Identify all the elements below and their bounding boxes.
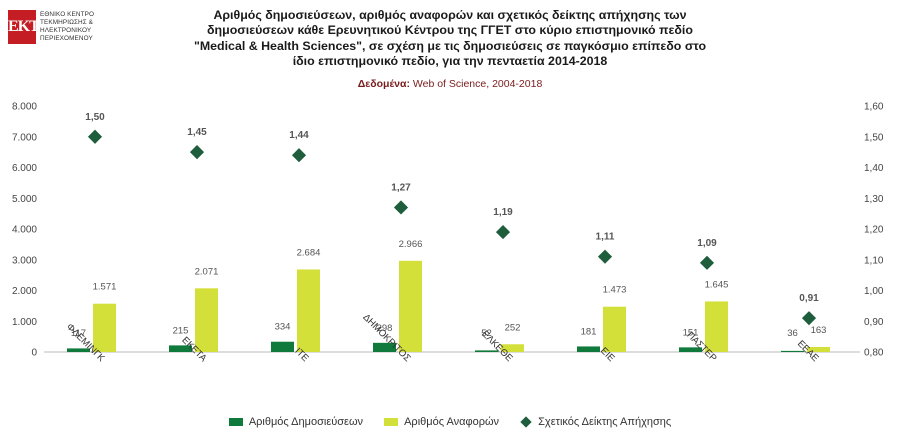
y2-tick-label: 1,20 xyxy=(864,225,884,236)
legend: Αριθμός Δημοσιεύσεων Αριθμός Αναφορών Σχ… xyxy=(0,416,900,428)
title-line: Αριθμός δημοσιεύσεων, αριθμός αναφορών κ… xyxy=(213,8,687,22)
data-label-citations: 1.571 xyxy=(93,282,117,293)
data-label-publications: 36 xyxy=(787,328,798,339)
data-label-impact: 1,11 xyxy=(596,232,615,243)
source-value: Web of Science, 2004-2018 xyxy=(412,78,543,90)
bar-publications xyxy=(271,341,294,352)
logo-mark: ΕΚΤ xyxy=(8,10,40,44)
y2-tick-label: 1,50 xyxy=(864,132,884,143)
y2-tick-label: 1,40 xyxy=(864,163,884,174)
legend-label: Σχετικός Δείκτης Απήχησης xyxy=(538,416,672,429)
y-tick-label: 5.000 xyxy=(12,194,37,205)
logo-line: ΗΛΕΚΤΡΟΝΙΚΟΥ xyxy=(40,27,92,34)
data-label-publications: 215 xyxy=(173,325,189,336)
y-tick-label: 2.000 xyxy=(12,286,37,297)
y-tick-label: 8.000 xyxy=(12,102,37,113)
bar-citations xyxy=(807,346,830,352)
legend-label: Αριθμός Αναφορών xyxy=(404,416,500,429)
data-label-impact: 1,44 xyxy=(289,130,309,141)
legend-item-impact: Σχετικός Δείκτης Απήχησης xyxy=(520,416,671,428)
y-tick-label: 1.000 xyxy=(12,317,37,328)
data-label-impact: 1,50 xyxy=(85,112,105,123)
title-line: ίδιο επιστημονικό πεδίο, για την πενταετ… xyxy=(292,54,608,69)
data-label-publications: 298 xyxy=(377,323,393,334)
marker-impact xyxy=(189,145,205,160)
data-label-publications: 117 xyxy=(71,328,86,339)
legend-swatch-publications xyxy=(228,418,243,427)
data-label-citations: 2.684 xyxy=(297,247,321,258)
data-label-publications: 151 xyxy=(683,327,699,338)
source-label: Δεδομένα: xyxy=(357,78,410,90)
ekt-logo: ΕΚΤ ΕΘΝΙΚΟ ΚΕΝΤΡΟ ΤΕΚΜΗΡΙΩΣΗΣ & ΗΛΕΚΤΡΟΝ… xyxy=(8,10,108,58)
title-line: "Medical & Health Sciences", σε σχέση με… xyxy=(193,38,707,53)
marker-impact xyxy=(801,311,817,326)
data-label-impact: 1,27 xyxy=(391,182,411,193)
y-tick-label: 0 xyxy=(31,348,37,359)
y-tick-label: 6.000 xyxy=(12,163,37,174)
y2-tick-label: 0,90 xyxy=(864,317,884,328)
y2-tick-label: 0,80 xyxy=(864,348,884,359)
bar-publications xyxy=(781,350,804,352)
logo-line: ΤΕΚΜΗΡΙΩΣΗΣ & xyxy=(40,19,94,26)
bar-citations xyxy=(603,306,626,352)
legend-diamond-icon xyxy=(520,416,532,428)
legend-item-publications: Αριθμός Δημοσιεύσεων xyxy=(228,416,364,429)
marker-impact xyxy=(87,129,103,144)
y2-tick-label: 1,10 xyxy=(864,255,884,266)
data-label-citations: 2.071 xyxy=(195,266,219,277)
bar-citations xyxy=(501,344,524,352)
bar-publications xyxy=(679,347,702,352)
data-label-publications: 181 xyxy=(581,326,597,337)
data-label-citations: 1.645 xyxy=(705,279,729,290)
marker-impact xyxy=(597,249,613,264)
data-label-impact: 1,45 xyxy=(187,127,207,138)
y-tick-label: 4.000 xyxy=(12,225,37,236)
data-label-citations: 163 xyxy=(811,325,827,336)
title-line: δημοσιεύσεων κάθε Ερευνητικού Κέντρου τη… xyxy=(207,23,693,38)
y2-tick-label: 1,30 xyxy=(864,194,884,205)
bar-citations xyxy=(93,303,116,352)
data-label-publications: 52 xyxy=(481,328,492,339)
data-label-impact: 0,91 xyxy=(799,293,819,304)
data-label-citations: 252 xyxy=(505,322,521,333)
marker-impact xyxy=(393,200,409,215)
chart-title: Αριθμός δημοσιεύσεων, αριθμός αναφορών κ… xyxy=(150,8,750,70)
legend-swatch-citations xyxy=(384,418,399,427)
logo-text: ΕΘΝΙΚΟ ΚΕΝΤΡΟ ΤΕΚΜΗΡΙΩΣΗΣ & ΗΛΕΚΤΡΟΝΙΚΟΥ… xyxy=(40,11,94,43)
data-source: Δεδομένα: Web of Science, 2004-2018 xyxy=(150,78,750,90)
bar-publications xyxy=(475,350,498,352)
logo-line: ΠΕΡΙΕΧΟΜΕΝΟΥ xyxy=(40,35,93,42)
marker-impact xyxy=(699,255,715,270)
legend-item-citations: Αριθμός Αναφορών xyxy=(384,416,499,428)
y2-tick-label: 1,00 xyxy=(864,286,884,297)
bar-publications xyxy=(577,346,600,352)
data-label-citations: 1.473 xyxy=(603,285,627,296)
bar-publications xyxy=(169,345,192,352)
logo-line: ΕΘΝΙΚΟ ΚΕΝΤΡΟ xyxy=(40,11,95,18)
y2-tick-label: 1,60 xyxy=(864,102,884,113)
bar-publications xyxy=(373,342,396,352)
legend-label: Αριθμός Δημοσιεύσεων xyxy=(248,416,364,429)
bar-citations xyxy=(195,288,218,352)
bar-publications xyxy=(67,348,90,352)
bar-citations xyxy=(297,269,320,352)
marker-impact xyxy=(291,148,307,163)
data-label-publications: 334 xyxy=(275,322,291,333)
y-tick-label: 3.000 xyxy=(12,255,37,266)
data-label-impact: 1,09 xyxy=(697,238,717,249)
data-label-impact: 1,19 xyxy=(493,207,513,218)
bar-citations xyxy=(399,260,422,352)
data-label-citations: 2.966 xyxy=(399,239,423,250)
bar-citations xyxy=(705,301,728,352)
marker-impact xyxy=(495,225,511,240)
y-tick-label: 7.000 xyxy=(12,132,37,143)
